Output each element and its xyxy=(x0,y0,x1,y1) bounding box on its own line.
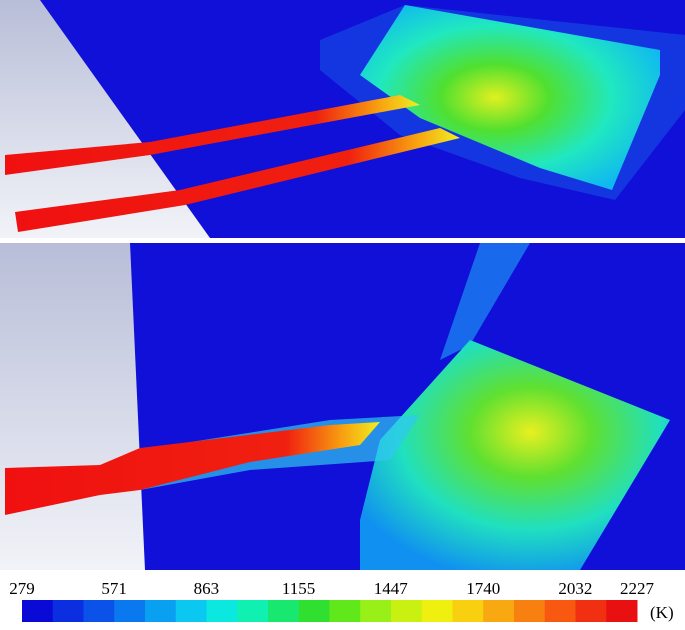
jet xyxy=(15,128,460,232)
unit-label: (K) xyxy=(650,603,674,622)
swatch xyxy=(575,600,607,622)
swatch xyxy=(175,600,207,622)
top-panel xyxy=(0,0,685,238)
swatch xyxy=(483,600,515,622)
swatch xyxy=(298,600,330,622)
chamber xyxy=(360,5,660,190)
tick-label: 571 xyxy=(101,579,127,598)
tick-label: 1447 xyxy=(374,579,409,598)
channel xyxy=(440,243,530,360)
swatch xyxy=(22,600,54,622)
tick-label: 863 xyxy=(194,579,220,598)
jet xyxy=(5,95,420,175)
swatch xyxy=(237,600,269,622)
swatch xyxy=(83,600,115,622)
swatch xyxy=(145,600,177,622)
chamber xyxy=(360,340,670,570)
colorbar: 279 571 863 1155 1447 1740 2032 2227 (K) xyxy=(9,579,674,622)
tick-label: 279 xyxy=(9,579,35,598)
swatch xyxy=(268,600,300,622)
swatch xyxy=(360,600,392,622)
tick-label: 2032 xyxy=(558,579,592,598)
swatch xyxy=(52,600,84,622)
swatch xyxy=(114,600,146,622)
tick-label: 2227 xyxy=(620,579,655,598)
swatch xyxy=(544,600,576,622)
tick-label: 1155 xyxy=(282,579,315,598)
swatch xyxy=(421,600,453,622)
bottom-panel xyxy=(0,243,685,570)
swatch xyxy=(514,600,546,622)
swatch xyxy=(329,600,361,622)
swatch xyxy=(452,600,484,622)
swatch xyxy=(606,600,638,622)
swatch xyxy=(391,600,423,622)
jet xyxy=(5,422,380,515)
tick-label: 1740 xyxy=(466,579,500,598)
swatch xyxy=(206,600,238,622)
